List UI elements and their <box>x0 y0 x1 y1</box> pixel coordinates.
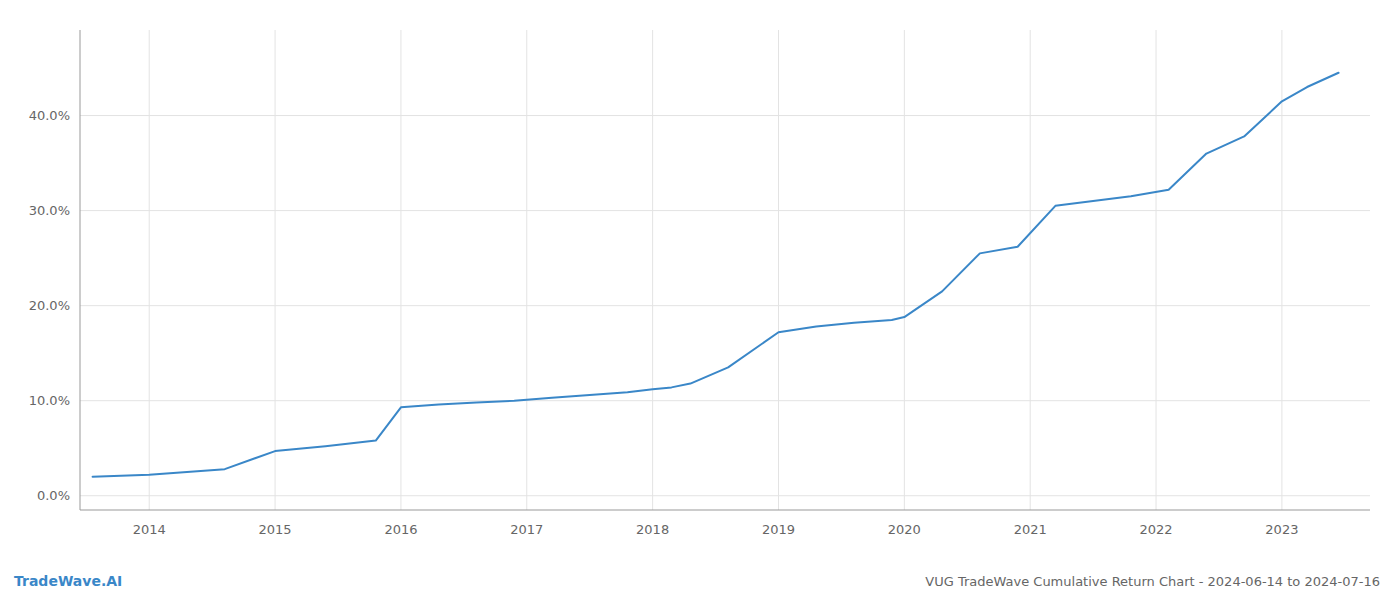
grid-line-x <box>778 30 779 510</box>
x-tick-label: 2021 <box>1014 522 1047 537</box>
grid <box>80 30 1370 510</box>
grid-line-y <box>80 115 1370 116</box>
grid-line-x <box>400 30 401 510</box>
grid-line-x <box>652 30 653 510</box>
title: VUG TradeWave Cumulative Return Chart - … <box>925 574 1380 589</box>
y-tick-label: 30.0% <box>29 203 70 218</box>
chart: 2014 2015 2016 2017 2018 2019 2020 2021 2022 2023… <box>0 0 1400 600</box>
y-tick-label: 0.0% <box>37 488 70 503</box>
grid-line-x <box>904 30 905 510</box>
grid-line-y <box>80 210 1370 211</box>
x-tick-label: 2014 <box>133 522 166 537</box>
axes: 2014 2015 2016 2017 2018 2019 2020 2021 2022 2023… <box>29 30 1370 537</box>
grid-line-x <box>1030 30 1031 510</box>
grid-line-y <box>80 305 1370 306</box>
x-tick-label: 2015 <box>259 522 292 537</box>
grid-line-x <box>275 30 276 510</box>
grid-line-y <box>80 400 1370 401</box>
y-tick-label: 40.0% <box>29 108 70 123</box>
line <box>93 73 1339 477</box>
grid-line-y <box>80 495 1370 496</box>
grid-line-x <box>526 30 527 510</box>
x-tick-label: 2020 <box>888 522 921 537</box>
y-tick-label: 20.0% <box>29 298 70 313</box>
x-tick-label: 2022 <box>1140 522 1173 537</box>
grid-line-x <box>1156 30 1157 510</box>
x-tick-label: 2019 <box>762 522 795 537</box>
y-tick-label: 10.0% <box>29 393 70 408</box>
x-axis-line <box>80 510 1370 511</box>
x-tick-label: 2018 <box>636 522 669 537</box>
grid-line-x <box>149 30 150 510</box>
series <box>93 73 1339 477</box>
x-tick-label: 2016 <box>384 522 417 537</box>
x-tick-label: 2023 <box>1265 522 1298 537</box>
y-axis-line <box>80 30 81 510</box>
x-tick-label: 2017 <box>510 522 543 537</box>
watermark: TradeWave.AI <box>14 573 122 589</box>
